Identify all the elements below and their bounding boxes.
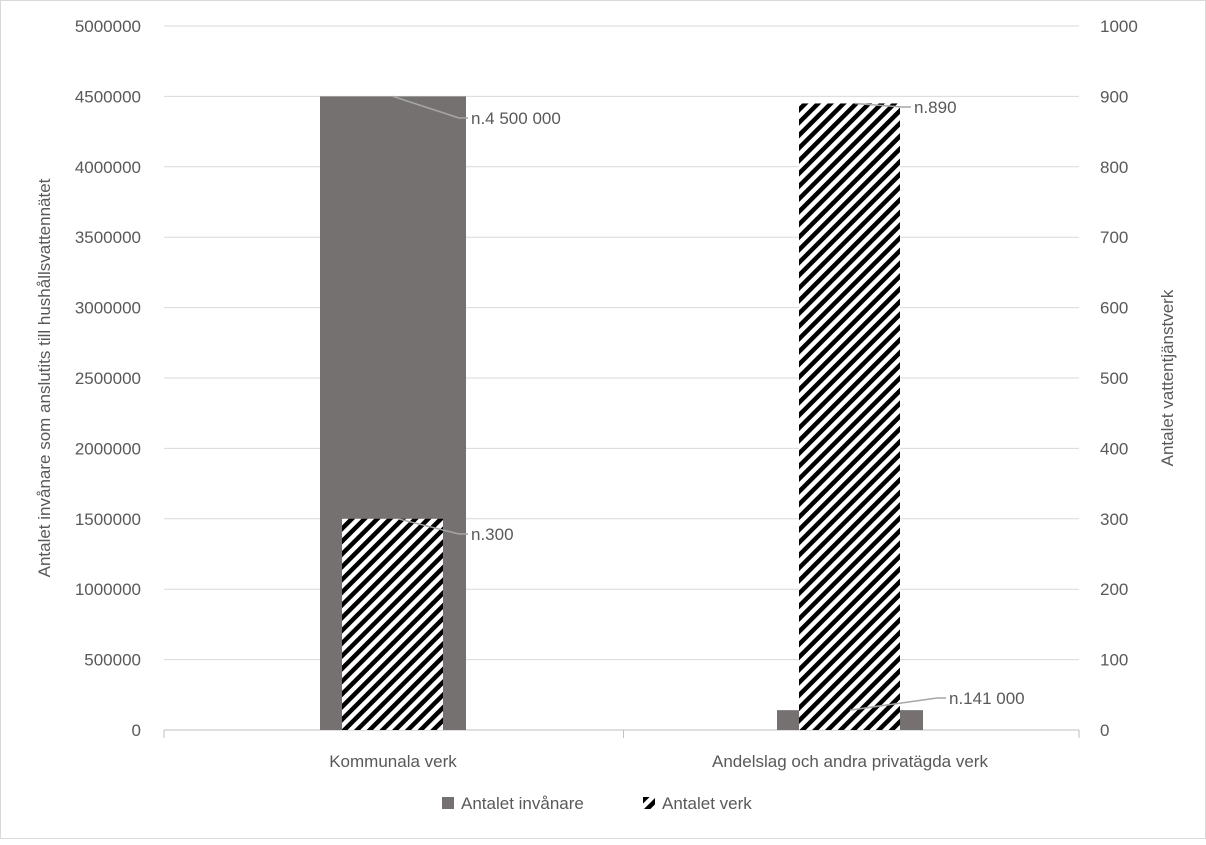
data-label-invanare: n.141 000 [949, 689, 1025, 708]
y2-tick-label: 800 [1100, 158, 1128, 177]
legend-swatch-verk [643, 797, 655, 809]
x-tick-label: Kommunala verk [329, 752, 457, 771]
data-label-verk: n.890 [914, 98, 957, 117]
bar-antalet-verk [342, 518, 443, 730]
y2-tick-label: 900 [1100, 87, 1128, 106]
data-label-invanare: n.4 500 000 [471, 109, 561, 128]
y2-tick-label: 200 [1100, 580, 1128, 599]
y-tick-label: 2500000 [75, 369, 141, 388]
leader-line [849, 697, 946, 711]
leader-line [397, 518, 468, 535]
legend-label-verk: Antalet verk [662, 794, 752, 813]
y-tick-label: 1500000 [75, 510, 141, 529]
y2-tick-label: 400 [1100, 439, 1128, 458]
x-tick-label: Andelslag och andra privatägda verk [712, 752, 988, 771]
y-tick-label: 0 [132, 721, 141, 740]
y2-tick-label: 600 [1100, 299, 1128, 318]
y-tick-label: 4500000 [75, 87, 141, 106]
y2-tick-label: 500 [1100, 369, 1128, 388]
y2-axis-title: Antalet vattentjänstverk [1158, 289, 1177, 466]
leader-line [854, 102, 911, 108]
y-tick-label: 4000000 [75, 158, 141, 177]
legend-swatch-invanare [442, 797, 454, 809]
data-label-verk: n.300 [471, 525, 514, 544]
y2-tick-label: 300 [1100, 510, 1128, 529]
y2-tick-label: 100 [1100, 651, 1128, 670]
legend: Antalet invånare Antalet verk [442, 794, 752, 813]
leader-line [392, 95, 468, 119]
y-tick-label: 5000000 [75, 17, 141, 36]
bar-antalet-verk [799, 103, 900, 730]
y-tick-label: 3500000 [75, 228, 141, 247]
y2-tick-label: 1000 [1100, 17, 1138, 36]
y-tick-label: 3000000 [75, 299, 141, 318]
y2-tick-label: 0 [1100, 721, 1109, 740]
y-tick-label: 1000000 [75, 580, 141, 599]
y-axis-title: Antalet invånare som anslutits till hush… [35, 178, 54, 577]
legend-label-invanare: Antalet invånare [461, 794, 584, 813]
y-tick-label: 2000000 [75, 439, 141, 458]
y2-tick-label: 700 [1100, 228, 1128, 247]
y-tick-label: 500000 [84, 651, 141, 670]
